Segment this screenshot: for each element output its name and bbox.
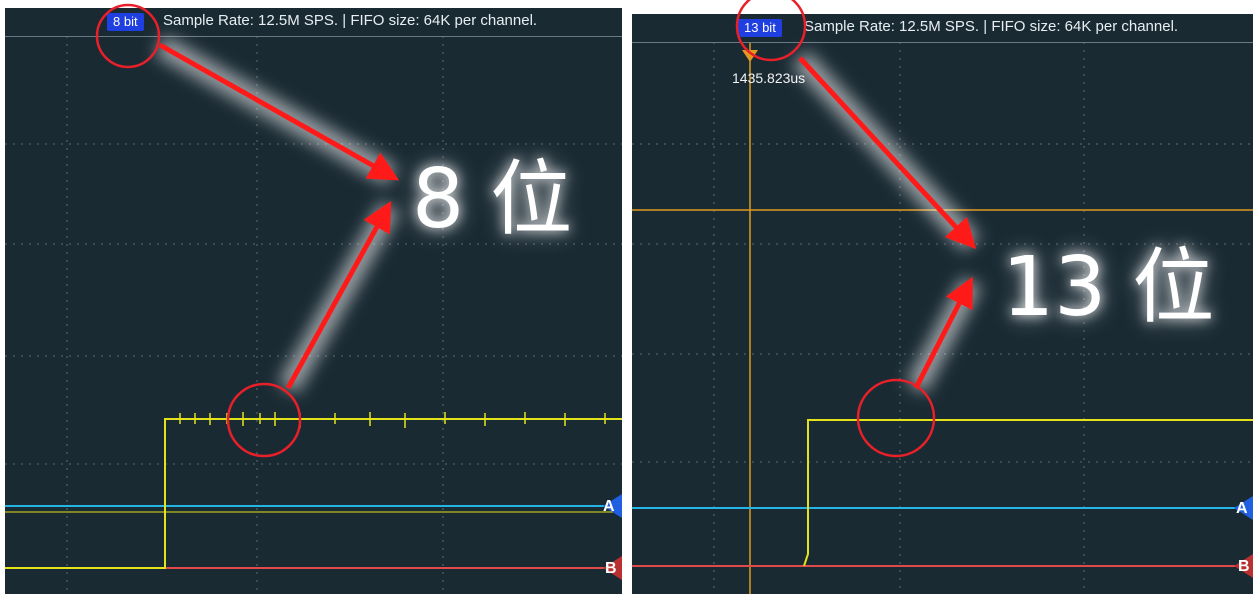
bit-depth-badge[interactable]: 13 bit — [738, 19, 782, 37]
channel-b-label: B — [605, 560, 617, 577]
scope-display — [5, 36, 622, 594]
annotation-label-8bit: 8 位 — [412, 152, 573, 247]
grid — [5, 36, 622, 594]
channel-b-marker — [603, 556, 622, 580]
header-bar: 8 bit Sample Rate: 12.5M SPS. | FIFO siz… — [5, 8, 622, 37]
channel-a-label: A — [603, 498, 615, 515]
annotation-label-13bit: 13 位 — [1002, 240, 1215, 335]
header-info-text: Sample Rate: 12.5M SPS. | FIFO size: 64K… — [804, 18, 1179, 35]
header-bar: 13 bit Sample Rate: 12.5M SPS. | FIFO si… — [632, 14, 1253, 43]
header-info-text: Sample Rate: 12.5M SPS. | FIFO size: 64K… — [163, 12, 538, 29]
scope-panel-8bit: 8 bit Sample Rate: 12.5M SPS. | FIFO siz… — [5, 8, 622, 594]
channel-b-label: B — [1238, 558, 1250, 575]
channel-a-marker — [603, 494, 622, 518]
channel-a-label: A — [1236, 500, 1248, 517]
channel-a-marker — [1234, 496, 1253, 520]
trace-yellow-step — [5, 418, 622, 569]
bit-depth-badge[interactable]: 8 bit — [107, 13, 144, 31]
trace-yellow-step — [803, 419, 1253, 567]
cursor-marker — [742, 50, 758, 62]
cursor-time-readout: 1435.823us — [732, 70, 806, 86]
channel-b-marker — [1234, 554, 1253, 578]
scope-display — [632, 42, 1253, 594]
